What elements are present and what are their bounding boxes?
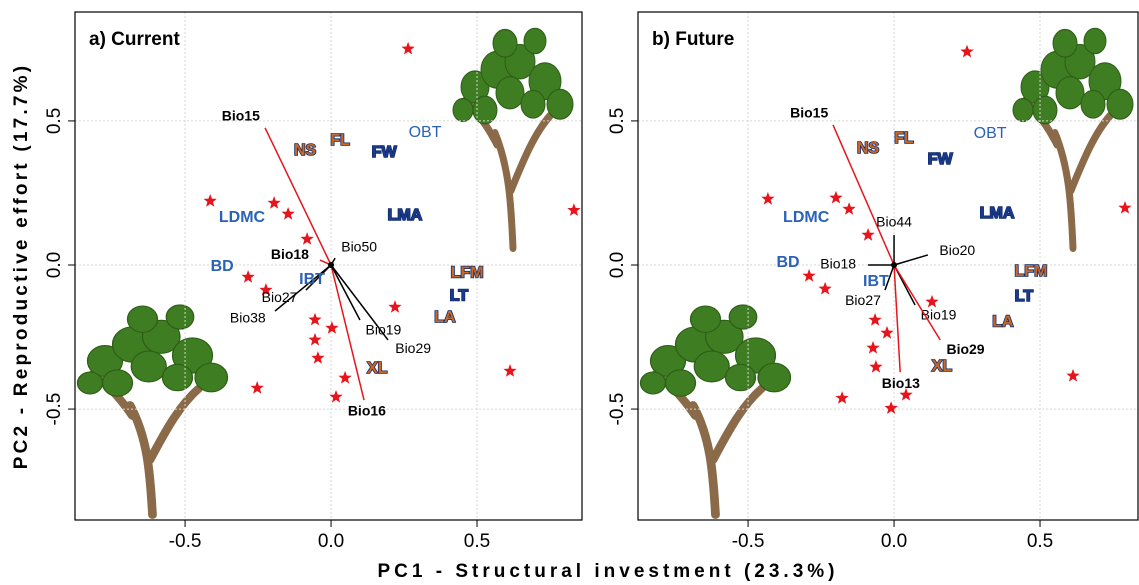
loading-label: Bio20 — [939, 242, 975, 258]
point — [204, 194, 217, 207]
point — [861, 228, 874, 241]
trait-label: NS — [857, 140, 880, 157]
point — [308, 333, 321, 346]
point — [1118, 201, 1131, 214]
trait-label: NS — [294, 142, 317, 159]
point — [300, 232, 313, 245]
loading-label: Bio15 — [222, 108, 260, 124]
trait-label: LFM — [1015, 263, 1048, 280]
y-tick-label: 0.0 — [44, 252, 65, 278]
origin — [891, 262, 897, 268]
point — [829, 191, 842, 204]
point — [761, 192, 774, 205]
point — [842, 202, 855, 215]
origin — [328, 262, 334, 268]
x-tick-label: 0.0 — [318, 531, 344, 552]
trait-label: OBT — [974, 125, 1007, 142]
point — [885, 401, 898, 414]
loading-label: Bio50 — [341, 238, 377, 254]
loading-label: Bio13 — [882, 375, 920, 391]
point — [868, 313, 881, 326]
trait-label: XL — [367, 360, 388, 377]
trait-label: IBT — [863, 273, 889, 290]
x-tick-label: -0.5 — [169, 531, 202, 552]
point — [338, 371, 351, 384]
point — [388, 300, 401, 313]
x-tick-label: 0.5 — [1027, 531, 1053, 552]
trait-label: LA — [992, 313, 1014, 330]
point — [251, 381, 264, 394]
loading-arrow — [331, 265, 360, 320]
point — [308, 313, 321, 326]
trait-label: LDMC — [219, 209, 266, 226]
trait-label: LA — [434, 309, 456, 326]
trait-label: LMA — [980, 205, 1015, 222]
y-tick-label: -0.5 — [607, 393, 628, 426]
x-tick-label: 0.0 — [881, 531, 907, 552]
loading-label: Bio18 — [271, 246, 309, 262]
point — [835, 391, 848, 404]
point — [1066, 369, 1079, 382]
trait-label: LT — [1015, 288, 1034, 305]
trait-label: FL — [894, 130, 914, 147]
panel-title: a) Current — [89, 29, 180, 50]
loading-label: Bio44 — [876, 214, 912, 230]
trait-label: LMA — [388, 207, 423, 224]
y-tick-label: 0.5 — [607, 108, 628, 134]
loading-label: Bio29 — [946, 341, 984, 357]
loading-arrow — [894, 255, 928, 265]
trait-label: LT — [450, 287, 469, 304]
panel-title: b) Future — [652, 29, 734, 50]
trait-label: FW — [928, 151, 954, 168]
y-tick-label: 0.0 — [607, 252, 628, 278]
trait-label: FW — [372, 144, 398, 161]
point — [880, 326, 893, 339]
point — [819, 282, 832, 295]
y-tick-label: 0.5 — [44, 108, 65, 134]
chart: Bio15 Bio16 Bio50 Bio18 Bio27 Bio38 Bio19 Bio29… — [0, 0, 1139, 585]
loading-label: Bio27 — [845, 292, 881, 308]
trait-label: BD — [211, 258, 234, 275]
loading-label: Bio15 — [790, 105, 828, 121]
y-tick-label: -0.5 — [44, 393, 65, 426]
trait-label: LFM — [451, 264, 484, 281]
loading-arrow — [894, 265, 900, 372]
trait-label: IBT — [299, 271, 325, 288]
loading-label: Bio29 — [395, 340, 431, 356]
point — [242, 270, 255, 283]
loading-label: Bio18 — [820, 256, 856, 272]
point — [282, 207, 295, 220]
loading-label: Bio16 — [348, 402, 386, 418]
loading-label: Bio38 — [230, 309, 266, 325]
loading-label: Bio19 — [921, 306, 957, 322]
point — [869, 360, 882, 373]
y-axis-label: PC2 - Reproductive effort (17.7%) — [11, 63, 32, 470]
trait-label: FL — [330, 132, 350, 149]
point — [503, 364, 516, 377]
trait-label: XL — [932, 358, 953, 375]
point — [567, 203, 580, 216]
point — [866, 341, 879, 354]
trait-label: OBT — [409, 124, 442, 141]
point — [402, 42, 415, 55]
point — [802, 269, 815, 282]
point — [325, 321, 338, 334]
trait-label: BD — [777, 254, 800, 271]
point — [960, 45, 973, 58]
point — [311, 351, 324, 364]
tree-image — [78, 28, 1134, 515]
trait-label: LDMC — [783, 209, 830, 226]
point — [268, 196, 281, 209]
x-axis-label: PC1 - Structural investment (23.3%) — [378, 561, 839, 582]
x-tick-label: -0.5 — [732, 531, 765, 552]
x-tick-label: 0.5 — [464, 531, 490, 552]
